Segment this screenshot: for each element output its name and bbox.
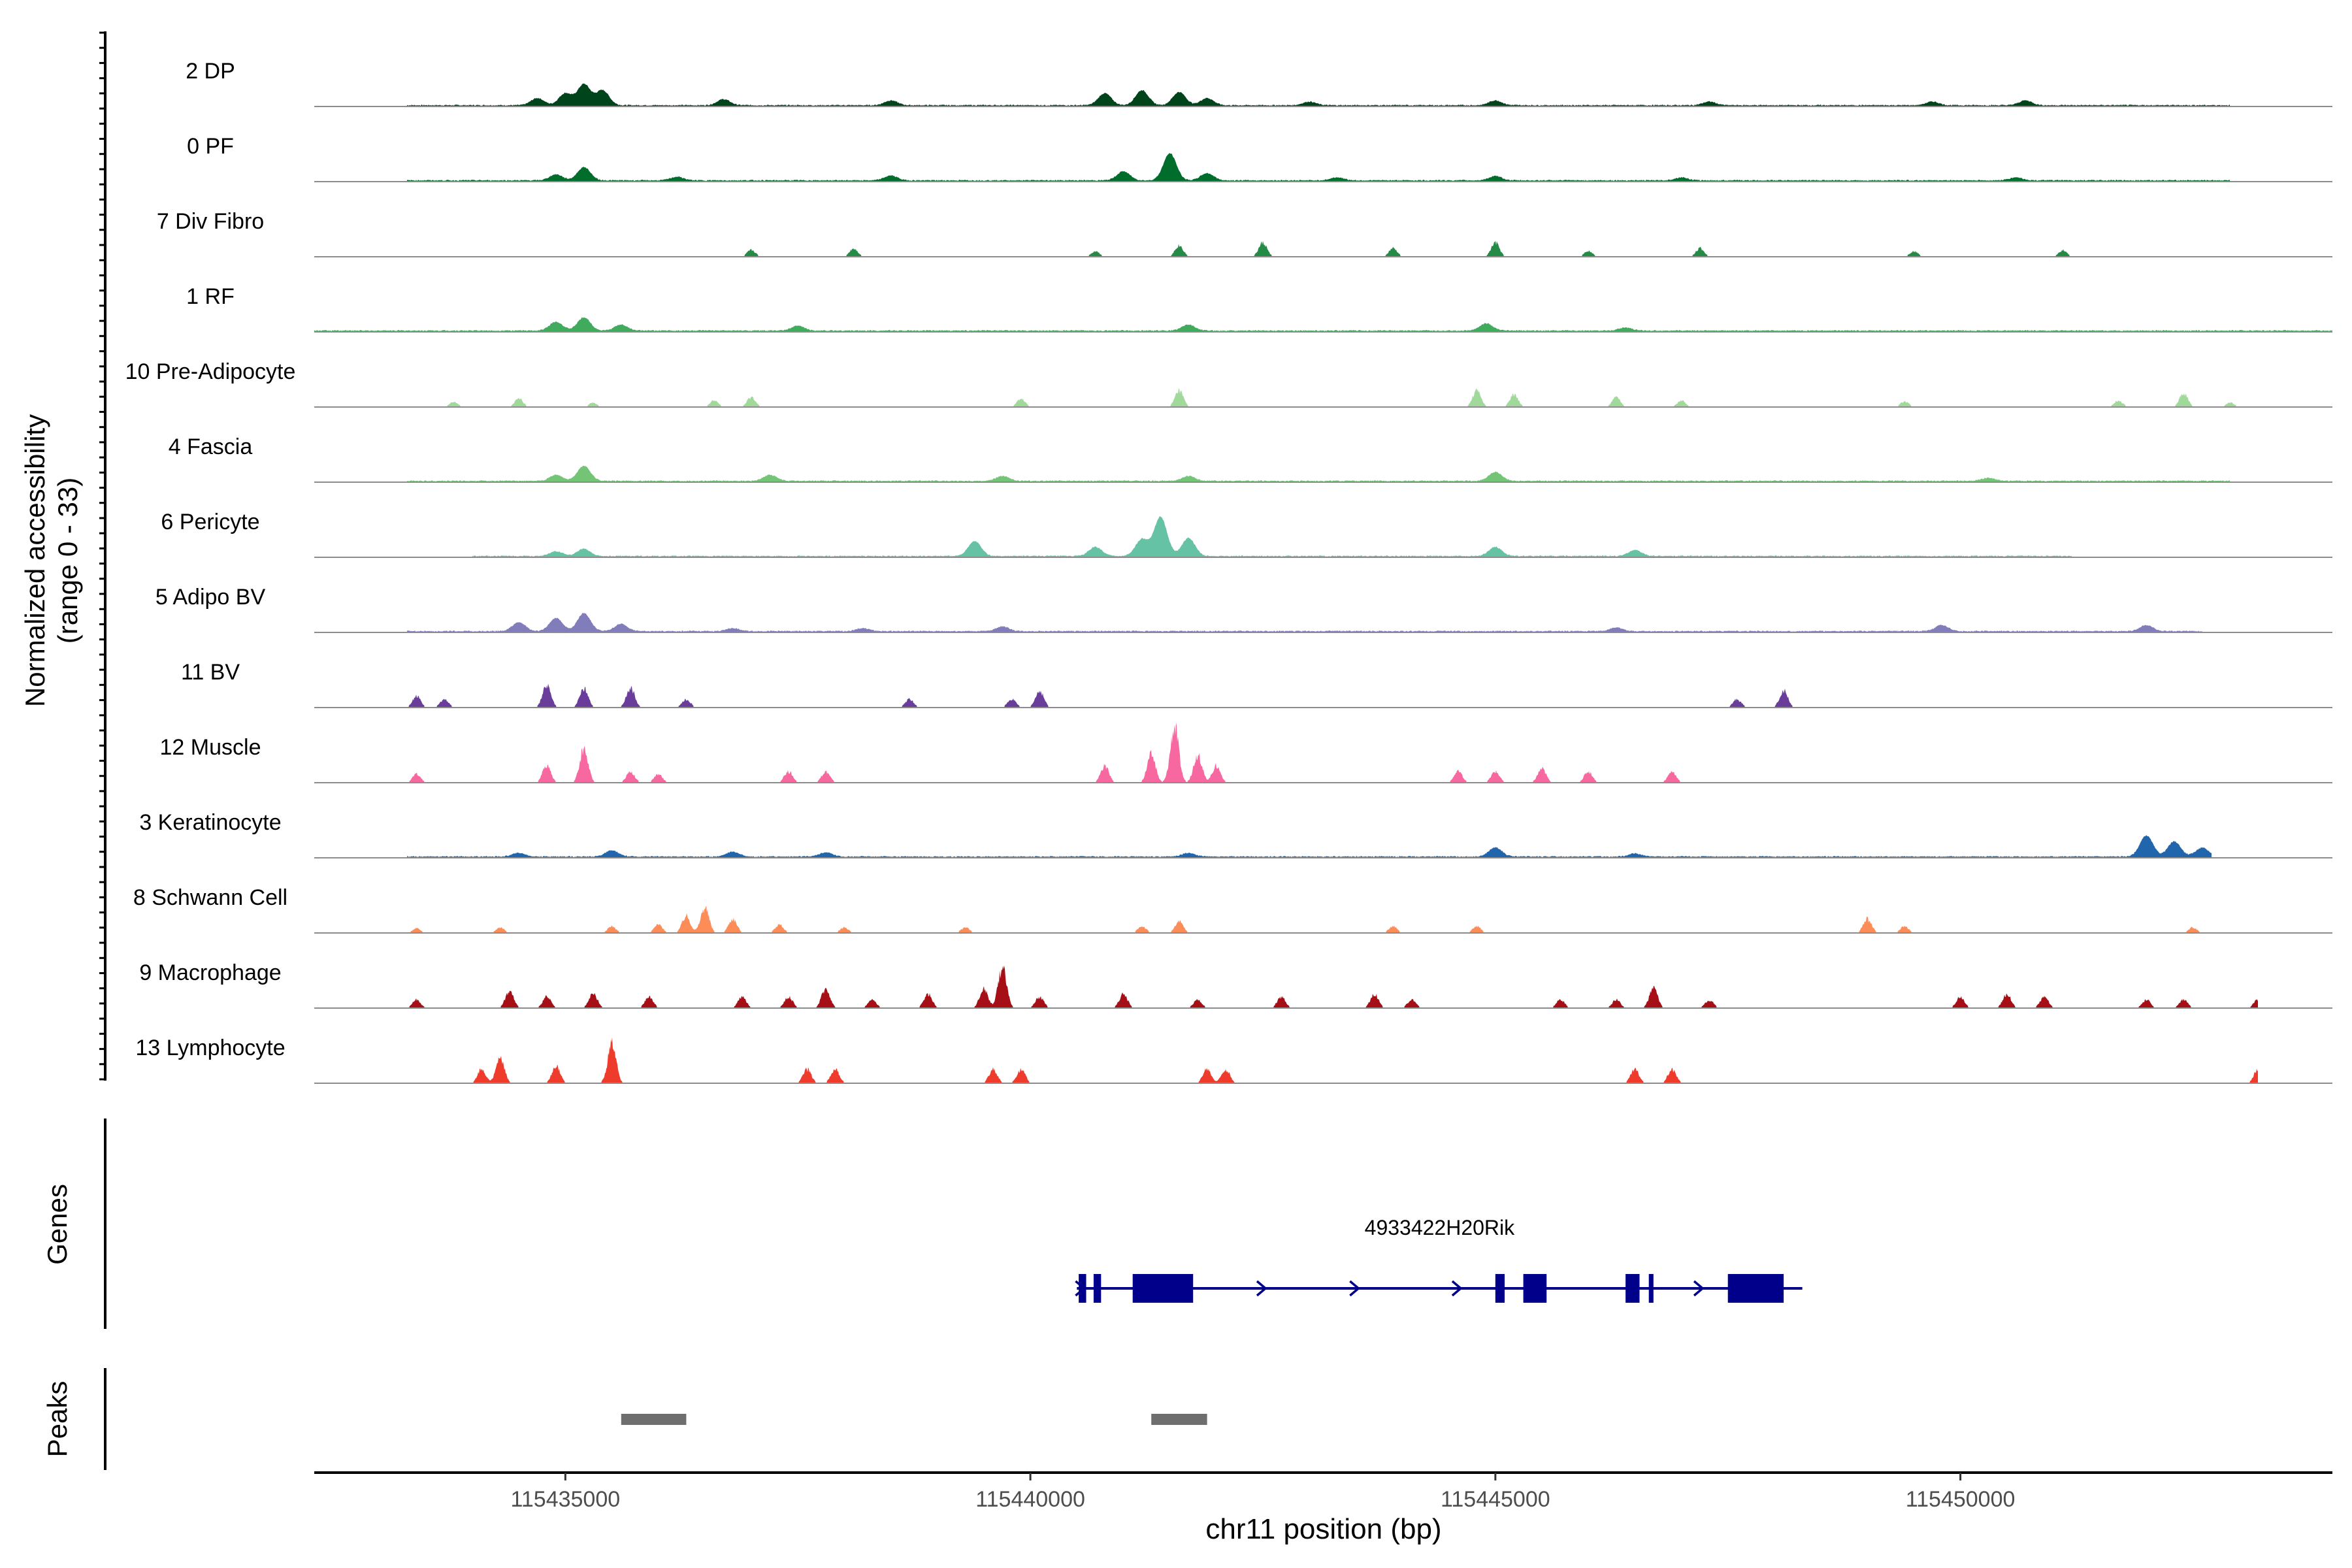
track-11-bv: 11 BV — [181, 660, 2332, 708]
x-tick-label: 115450000 — [1906, 1487, 2016, 1512]
track-1-rf: 1 RF — [186, 284, 2332, 333]
coverage-area — [314, 317, 2332, 332]
track-label: 7 Div Fibro — [157, 209, 264, 234]
strand-arrow — [1349, 1280, 1361, 1297]
coverage-area — [472, 516, 2072, 557]
coverage-area — [407, 83, 2230, 106]
track-label: 6 Pericyte — [161, 510, 259, 534]
track-5-adipo-bv: 5 Adipo BV — [155, 585, 2332, 633]
accessibility-tracks: 2 DP 0 PF 7 Div Fibro 1 RF 10 Pre-Adipocyte 4… — [125, 59, 2332, 1084]
x-axis-ticks: 115435000 115440000 115445000 115450000 — [511, 1473, 2016, 1512]
coverage-area — [407, 906, 2212, 933]
x-tick-label: 115440000 — [975, 1487, 1085, 1512]
y-axis-label: Normalized accessibility — [20, 414, 50, 707]
track-6-pericyte: 6 Pericyte — [161, 510, 2332, 558]
coverage-area — [407, 465, 2230, 482]
track-label: 0 PF — [187, 134, 234, 159]
track-3-keratinocyte: 3 Keratinocyte — [139, 810, 2332, 858]
track-12-muscle: 12 Muscle — [160, 723, 2332, 783]
strand-arrow — [1256, 1280, 1267, 1297]
track-4-fascia: 4 Fascia — [169, 434, 2332, 483]
coverage-area — [407, 153, 2230, 182]
x-axis-label: chr11 position (bp) — [1205, 1513, 1441, 1545]
gene-exon — [1093, 1274, 1102, 1303]
peak-region — [1151, 1414, 1207, 1425]
track-label: 2 DP — [186, 59, 235, 84]
genes-track-label: Genes — [42, 1184, 73, 1265]
track-9-macrophage: 9 Macrophage — [139, 960, 2332, 1009]
track-label: 12 Muscle — [160, 735, 261, 760]
track-label: 3 Keratinocyte — [139, 810, 281, 835]
track-label: 10 Pre-Adipocyte — [125, 359, 296, 384]
y-axis — [99, 31, 106, 1081]
coverage-area — [659, 240, 2072, 257]
track-0-pf: 0 PF — [187, 134, 2332, 182]
gene-exon — [1079, 1274, 1086, 1303]
track-label: 8 Schwann Cell — [133, 885, 287, 910]
x-tick-label: 115435000 — [511, 1487, 621, 1512]
gene-exon — [1727, 1274, 1784, 1303]
track-13-lymphocyte: 13 Lymphocyte — [135, 1036, 2332, 1084]
track-8-schwann-cell: 8 Schwann Cell — [133, 885, 2332, 934]
peaks-track-label: Peaks — [42, 1381, 73, 1458]
track-label: 9 Macrophage — [139, 960, 281, 985]
coverage-area — [407, 683, 1812, 708]
gene-name: 4933422H20Rik — [1365, 1216, 1516, 1239]
coverage-area — [407, 1037, 2258, 1083]
track-10-pre-adipocyte: 10 Pre-Adipocyte — [125, 359, 2332, 408]
peak-region — [621, 1414, 687, 1425]
gene-exon — [1523, 1274, 1547, 1303]
coverage-area — [407, 612, 2202, 632]
coverage-area — [407, 835, 2212, 858]
track-label: 11 BV — [181, 660, 240, 685]
x-tick-label: 115445000 — [1441, 1487, 1550, 1512]
track-7-div-fibro: 7 Div Fibro — [157, 209, 2332, 257]
coverage-area — [407, 965, 2258, 1008]
strand-arrow — [1693, 1280, 1705, 1297]
gene-exon — [1625, 1274, 1640, 1303]
strand-arrow — [1451, 1280, 1463, 1297]
track-label: 4 Fascia — [169, 434, 253, 459]
y-axis-sublabel: (range 0 - 33) — [52, 478, 83, 644]
gene-exon — [1648, 1274, 1654, 1303]
coverage-area — [407, 388, 2240, 407]
peak-track — [621, 1414, 1207, 1425]
gene-track: 4933422H20Rik — [1075, 1216, 1803, 1303]
track-label: 1 RF — [186, 284, 235, 309]
track-label: 13 Lymphocyte — [135, 1036, 285, 1060]
gene-exon — [1495, 1274, 1505, 1303]
track-2-dp: 2 DP — [186, 59, 2332, 107]
coverage-area — [407, 723, 1700, 783]
track-label: 5 Adipo BV — [155, 585, 266, 610]
gene-exon — [1132, 1274, 1194, 1303]
